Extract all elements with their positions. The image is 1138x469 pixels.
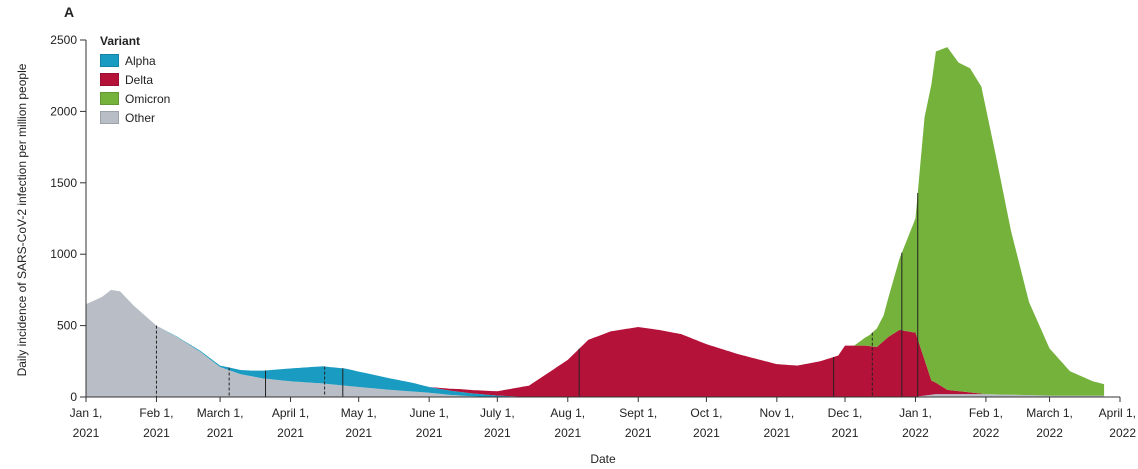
- x-tick-label: Feb 1,: [969, 406, 1003, 420]
- x-tick-label-year: 2022: [1109, 426, 1136, 440]
- x-tick-label: March 1,: [1026, 406, 1073, 420]
- x-tick-label: Oct 1,: [690, 406, 722, 420]
- x-tick-label-year: 2021: [207, 426, 234, 440]
- legend-item-alpha: Alpha: [100, 51, 170, 70]
- y-tick-label: 0: [70, 390, 77, 404]
- legend-swatch-other: [100, 111, 119, 124]
- x-tick-label-year: 2021: [484, 426, 511, 440]
- area-omicron: [86, 47, 1105, 396]
- x-tick-label: Jan 1,: [899, 406, 932, 420]
- x-tick-label-year: 2021: [416, 426, 443, 440]
- x-tick-label-year: 2021: [554, 426, 581, 440]
- x-tick-label: April 1,: [272, 406, 309, 420]
- x-tick-label-year: 2021: [143, 426, 170, 440]
- x-tick-label-year: 2021: [277, 426, 304, 440]
- legend-swatch-delta: [100, 73, 119, 86]
- x-tick-label-year: 2021: [693, 426, 720, 440]
- axes: 0 500 1000 1500 2000 2500 Jan 1, 2021 Feb 1, 2021…: [50, 33, 1136, 440]
- x-tick-label: March 1,: [197, 406, 244, 420]
- panel-label: A: [64, 4, 75, 20]
- area-alpha: [86, 289, 1105, 397]
- x-tick-label: April 1,: [1099, 406, 1136, 420]
- area-layer: [86, 47, 1105, 397]
- x-tick-label-year: 2021: [345, 426, 372, 440]
- x-tick-label-year: 2021: [625, 426, 652, 440]
- x-tick-label: Jan 1,: [70, 406, 103, 420]
- y-tick-label: 2000: [50, 104, 77, 118]
- legend-swatch-alpha: [100, 54, 119, 67]
- x-tick-label-year: 2022: [1036, 426, 1063, 440]
- x-tick-label: July 1,: [480, 406, 515, 420]
- x-axis-label: Date: [590, 452, 616, 466]
- legend-label-omicron: Omicron: [125, 91, 171, 106]
- y-tick-label: 500: [57, 319, 77, 333]
- legend-label-alpha: Alpha: [125, 53, 156, 68]
- legend-item-other: Other: [100, 108, 170, 127]
- x-tick-label: Aug 1,: [550, 406, 585, 420]
- x-tick-label: Sept 1,: [619, 406, 657, 420]
- x-tick-label-year: 2021: [73, 426, 100, 440]
- legend-item-delta: Delta: [100, 70, 170, 89]
- y-tick-label: 1000: [50, 247, 77, 261]
- x-tick-label-year: 2022: [902, 426, 929, 440]
- area-other: [86, 289, 1105, 397]
- x-tick-label: Feb 1,: [139, 406, 173, 420]
- x-tick-label: Dec 1,: [828, 406, 863, 420]
- area-delta: [86, 289, 1105, 397]
- x-tick-label: Nov 1,: [760, 406, 795, 420]
- legend-label-delta: Delta: [125, 72, 154, 87]
- x-tick-label-year: 2021: [832, 426, 859, 440]
- y-axis-label: Daily incidence of SARS-CoV-2 infection …: [15, 63, 29, 376]
- x-tick-label: May 1,: [341, 406, 377, 420]
- legend-swatch-omicron: [100, 92, 119, 105]
- legend-item-omicron: Omicron: [100, 89, 170, 108]
- legend-title: Variant: [100, 34, 141, 48]
- marker-lines: [155, 192, 919, 397]
- y-tick-label: 2500: [50, 33, 77, 47]
- x-tick-label: June 1,: [409, 406, 448, 420]
- x-tick-label-year: 2021: [763, 426, 790, 440]
- x-tick-label-year: 2022: [973, 426, 1000, 440]
- y-tick-label: 1500: [50, 176, 77, 190]
- legend-label-other: Other: [125, 110, 156, 125]
- legend: Variant Alpha Delta Omicron Other: [100, 34, 170, 127]
